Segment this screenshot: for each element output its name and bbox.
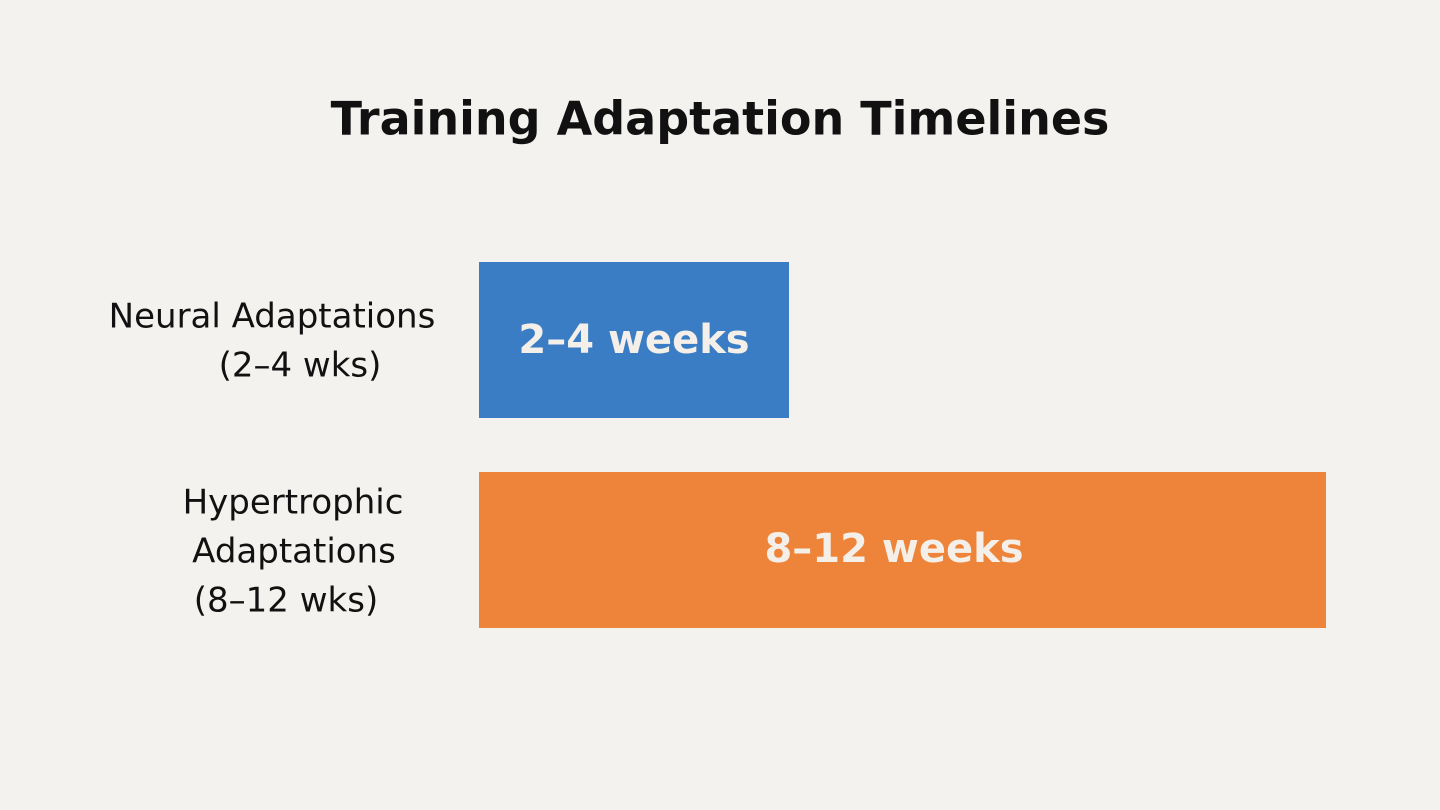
bar-label: 8–12 weeks <box>764 526 1023 572</box>
row-label: Adaptations <box>192 532 396 572</box>
bar-label: 2–4 weeks <box>518 317 749 363</box>
title: Training Adaptation Timelines <box>331 92 1110 146</box>
row-label: Hypertrophic <box>183 483 404 523</box>
row-label: (8–12 wks) <box>194 581 378 621</box>
timeline-bar <box>479 262 789 418</box>
timeline-bar <box>479 472 1326 628</box>
row-label: Neural Adaptations <box>109 297 436 337</box>
row-label: (2–4 wks) <box>219 346 382 386</box>
